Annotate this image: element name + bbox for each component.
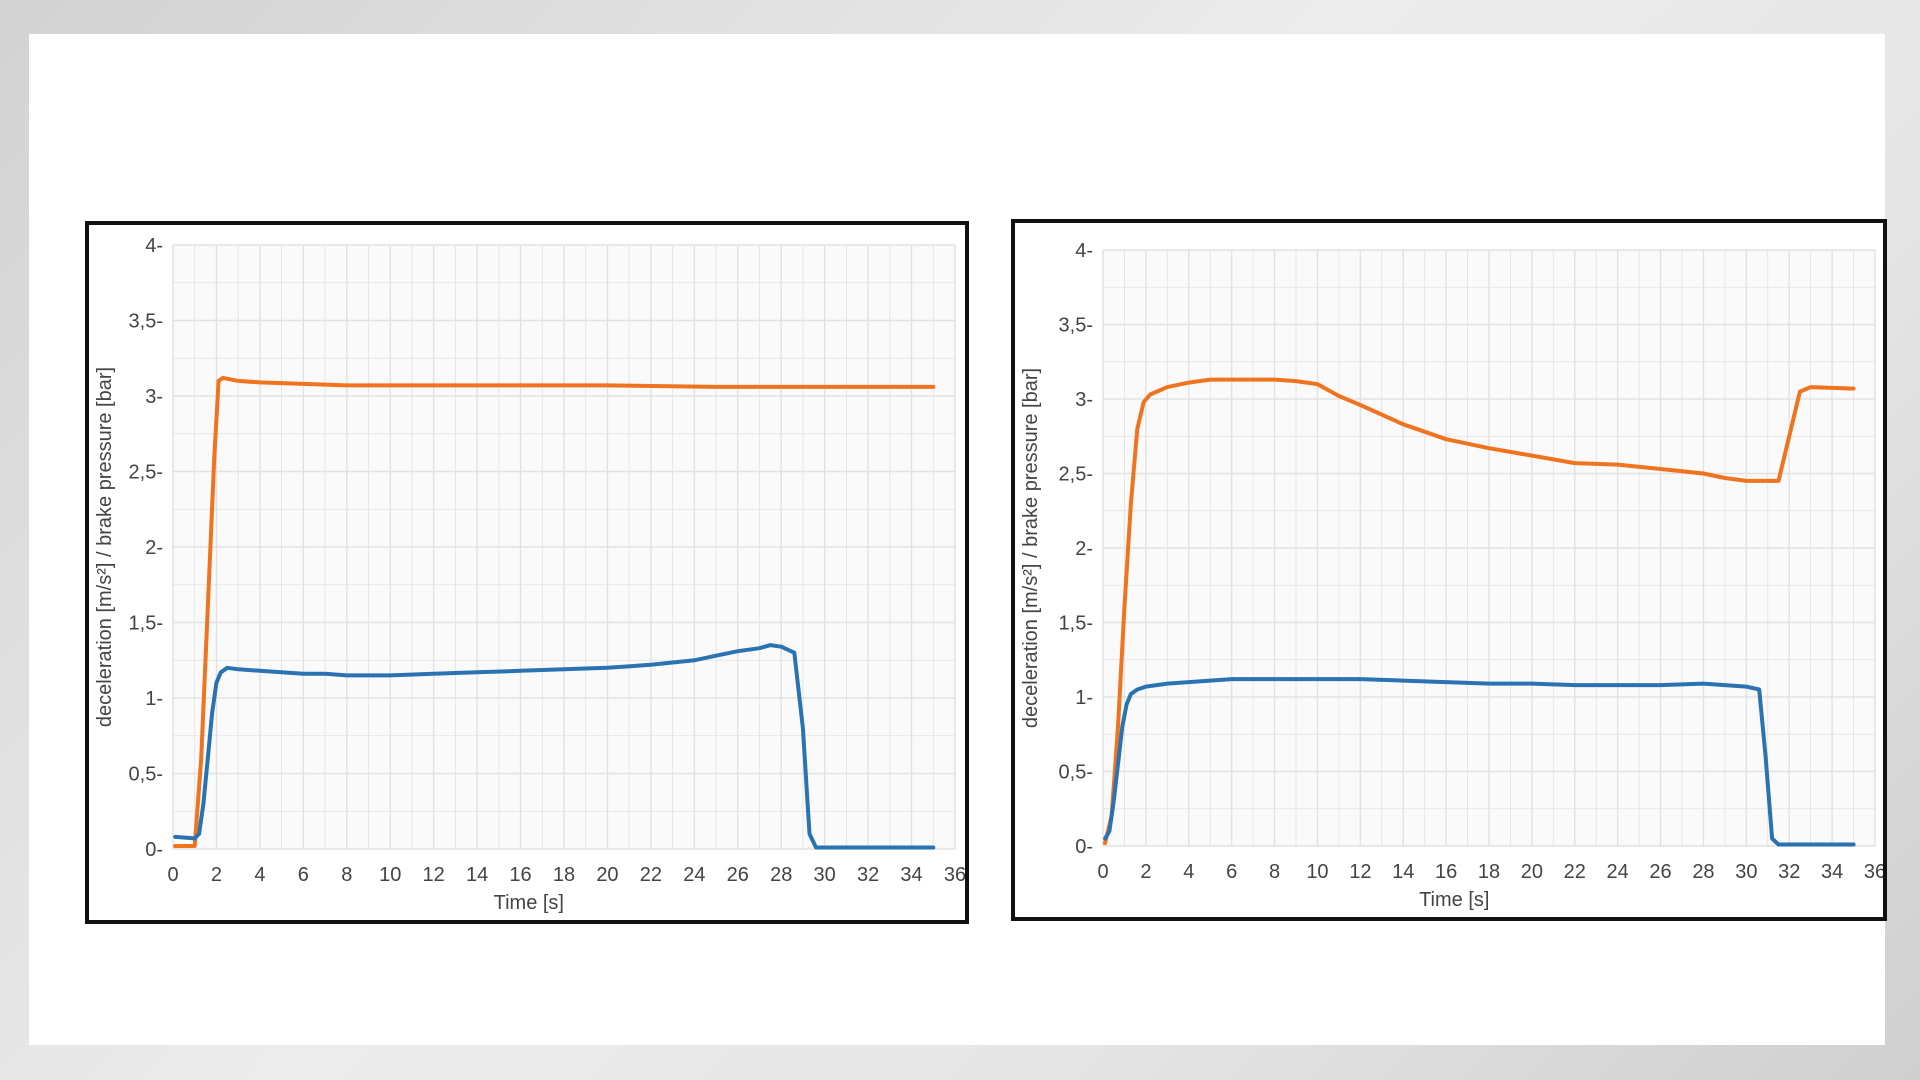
chart-right-y-tick-label: 3- [1075, 389, 1093, 411]
chart-right-x-tick-label: 10 [1306, 861, 1328, 883]
chart-right-y-tick-label: 2- [1075, 538, 1093, 560]
chart-left-y-tick-label: 4- [145, 235, 163, 257]
chart-left-x-tick-label: 16 [509, 864, 531, 886]
chart-left-y-axis-label: deceleration [m/s²] / brake pressure [ba… [94, 367, 116, 727]
chart-left-x-tick-label: 28 [770, 864, 792, 886]
chart-left-x-tick-label: 24 [683, 864, 705, 886]
chart-left-x-tick-label: 4 [254, 864, 265, 886]
chart-right-x-tick-label: 30 [1735, 861, 1757, 883]
chart-right-series-deceleration [1103, 677, 1856, 847]
chart-left-x-tick-label: 14 [466, 864, 488, 886]
chart-right-x-axis-label: Time [s] [1419, 889, 1489, 911]
chart-left-y-tick-label: 0,5- [129, 764, 163, 786]
chart-left-x-tick-label: 10 [379, 864, 401, 886]
chart-right-x-tick-label: 8 [1269, 861, 1280, 883]
chart-right-y-tick-label: 1,5- [1059, 613, 1093, 635]
chart-left-x-tick-label: 0 [167, 864, 178, 886]
chart-left-x-tick-label: 8 [341, 864, 352, 886]
chart-left-y-tick-label: 2,5- [129, 462, 163, 484]
chart-left-x-tick-label: 6 [298, 864, 309, 886]
chart-left-series-deceleration [173, 643, 936, 850]
chart-left-series-brake-pressure [173, 375, 936, 848]
chart-right-y-tick-label: 4- [1075, 240, 1093, 262]
chart-left-x-tick-label: 26 [727, 864, 749, 886]
chart-right-x-tick-label: 36 [1864, 861, 1883, 883]
chart-right-grid [1102, 249, 1876, 847]
chart-left-y-tick-label: 3,5- [129, 311, 163, 333]
chart-right-x-tick-label: 34 [1821, 861, 1843, 883]
chart-left-y-tick-label: 2- [145, 537, 163, 559]
chart-right-svg: 0-0,5-1-1,5-2-2,5-3-3,5-4-0 2 4 6 8 10 12 14 16 1… [1020, 240, 1883, 911]
chart-right-x-tick-label: 16 [1435, 861, 1457, 883]
chart-right-x-tick-label: 20 [1521, 861, 1543, 883]
chart-right-x-tick-label: 28 [1692, 861, 1714, 883]
chart-left-svg: 0-0,5-1-1,5-2-2,5-3-3,5-4-0 2 4 6 8 10 12 14 16 1… [94, 235, 965, 914]
chart-left-grid [172, 244, 956, 850]
chart-left-x-tick-label: 30 [814, 864, 836, 886]
chart-right-x-tick-label: 0 [1097, 861, 1108, 883]
chart-right-y-tick-label: 1- [1075, 687, 1093, 709]
chart-left-x-tick-label: 2 [211, 864, 222, 886]
chart-right-x-tick-label: 4 [1183, 861, 1194, 883]
chart-right: 0- 0,5- 1- 1,5- 2- 2,5- 3- 3,5- 4- 0 2 4 6 8 10 12 14 16 1… [1011, 219, 1887, 921]
chart-left-x-tick-label: 32 [857, 864, 879, 886]
chart-right-x-tick-label: 2 [1140, 861, 1151, 883]
chart-right-y-axis-label: deceleration [m/s²] / brake pressure [ba… [1020, 368, 1042, 728]
chart-left-x-tick-label: 20 [596, 864, 618, 886]
slide: 0- 0,5- 1- 1,5- 2- 2,5- 3- 3,5- 4- 0 2 4 6 8 10 12 14 16 1… [29, 34, 1887, 1045]
chart-left-x-tick-label: 12 [423, 864, 445, 886]
chart-left-y-tick-label: 0- [145, 839, 163, 861]
chart-right-y-tick-label: 0,5- [1059, 762, 1093, 784]
chart-left-x-tick-label: 22 [640, 864, 662, 886]
chart-left-x-axis-label: Time [s] [494, 892, 564, 914]
chart-left-y-tick-label: 3- [145, 386, 163, 408]
chart-right-x-tick-label: 32 [1778, 861, 1800, 883]
chart-left-x-tick-label: 34 [900, 864, 922, 886]
chart-right-x-tick-label: 24 [1607, 861, 1629, 883]
chart-left: 0- 0,5- 1- 1,5- 2- 2,5- 3- 3,5- 4- 0 2 4 6 8 10 12 14 16 1… [85, 221, 969, 924]
chart-right-y-tick-label: 3,5- [1059, 315, 1093, 337]
chart-right-x-tick-label: 22 [1564, 861, 1586, 883]
chart-right-x-tick-label: 14 [1392, 861, 1414, 883]
chart-left-y-tick-label: 1,5- [129, 613, 163, 635]
chart-left-x-tick-label: 36 [944, 864, 965, 886]
chart-left-x-tick-label: 18 [553, 864, 575, 886]
chart-right-series-brake-pressure [1103, 377, 1856, 845]
chart-right-x-tick-label: 26 [1649, 861, 1671, 883]
chart-right-y-tick-label: 0- [1075, 836, 1093, 858]
chart-right-y-tick-label: 2,5- [1059, 464, 1093, 486]
chart-left-y-tick-label: 1- [145, 688, 163, 710]
chart-right-x-tick-label: 6 [1226, 861, 1237, 883]
chart-right-x-tick-label: 18 [1478, 861, 1500, 883]
chart-right-x-tick-label: 12 [1349, 861, 1371, 883]
